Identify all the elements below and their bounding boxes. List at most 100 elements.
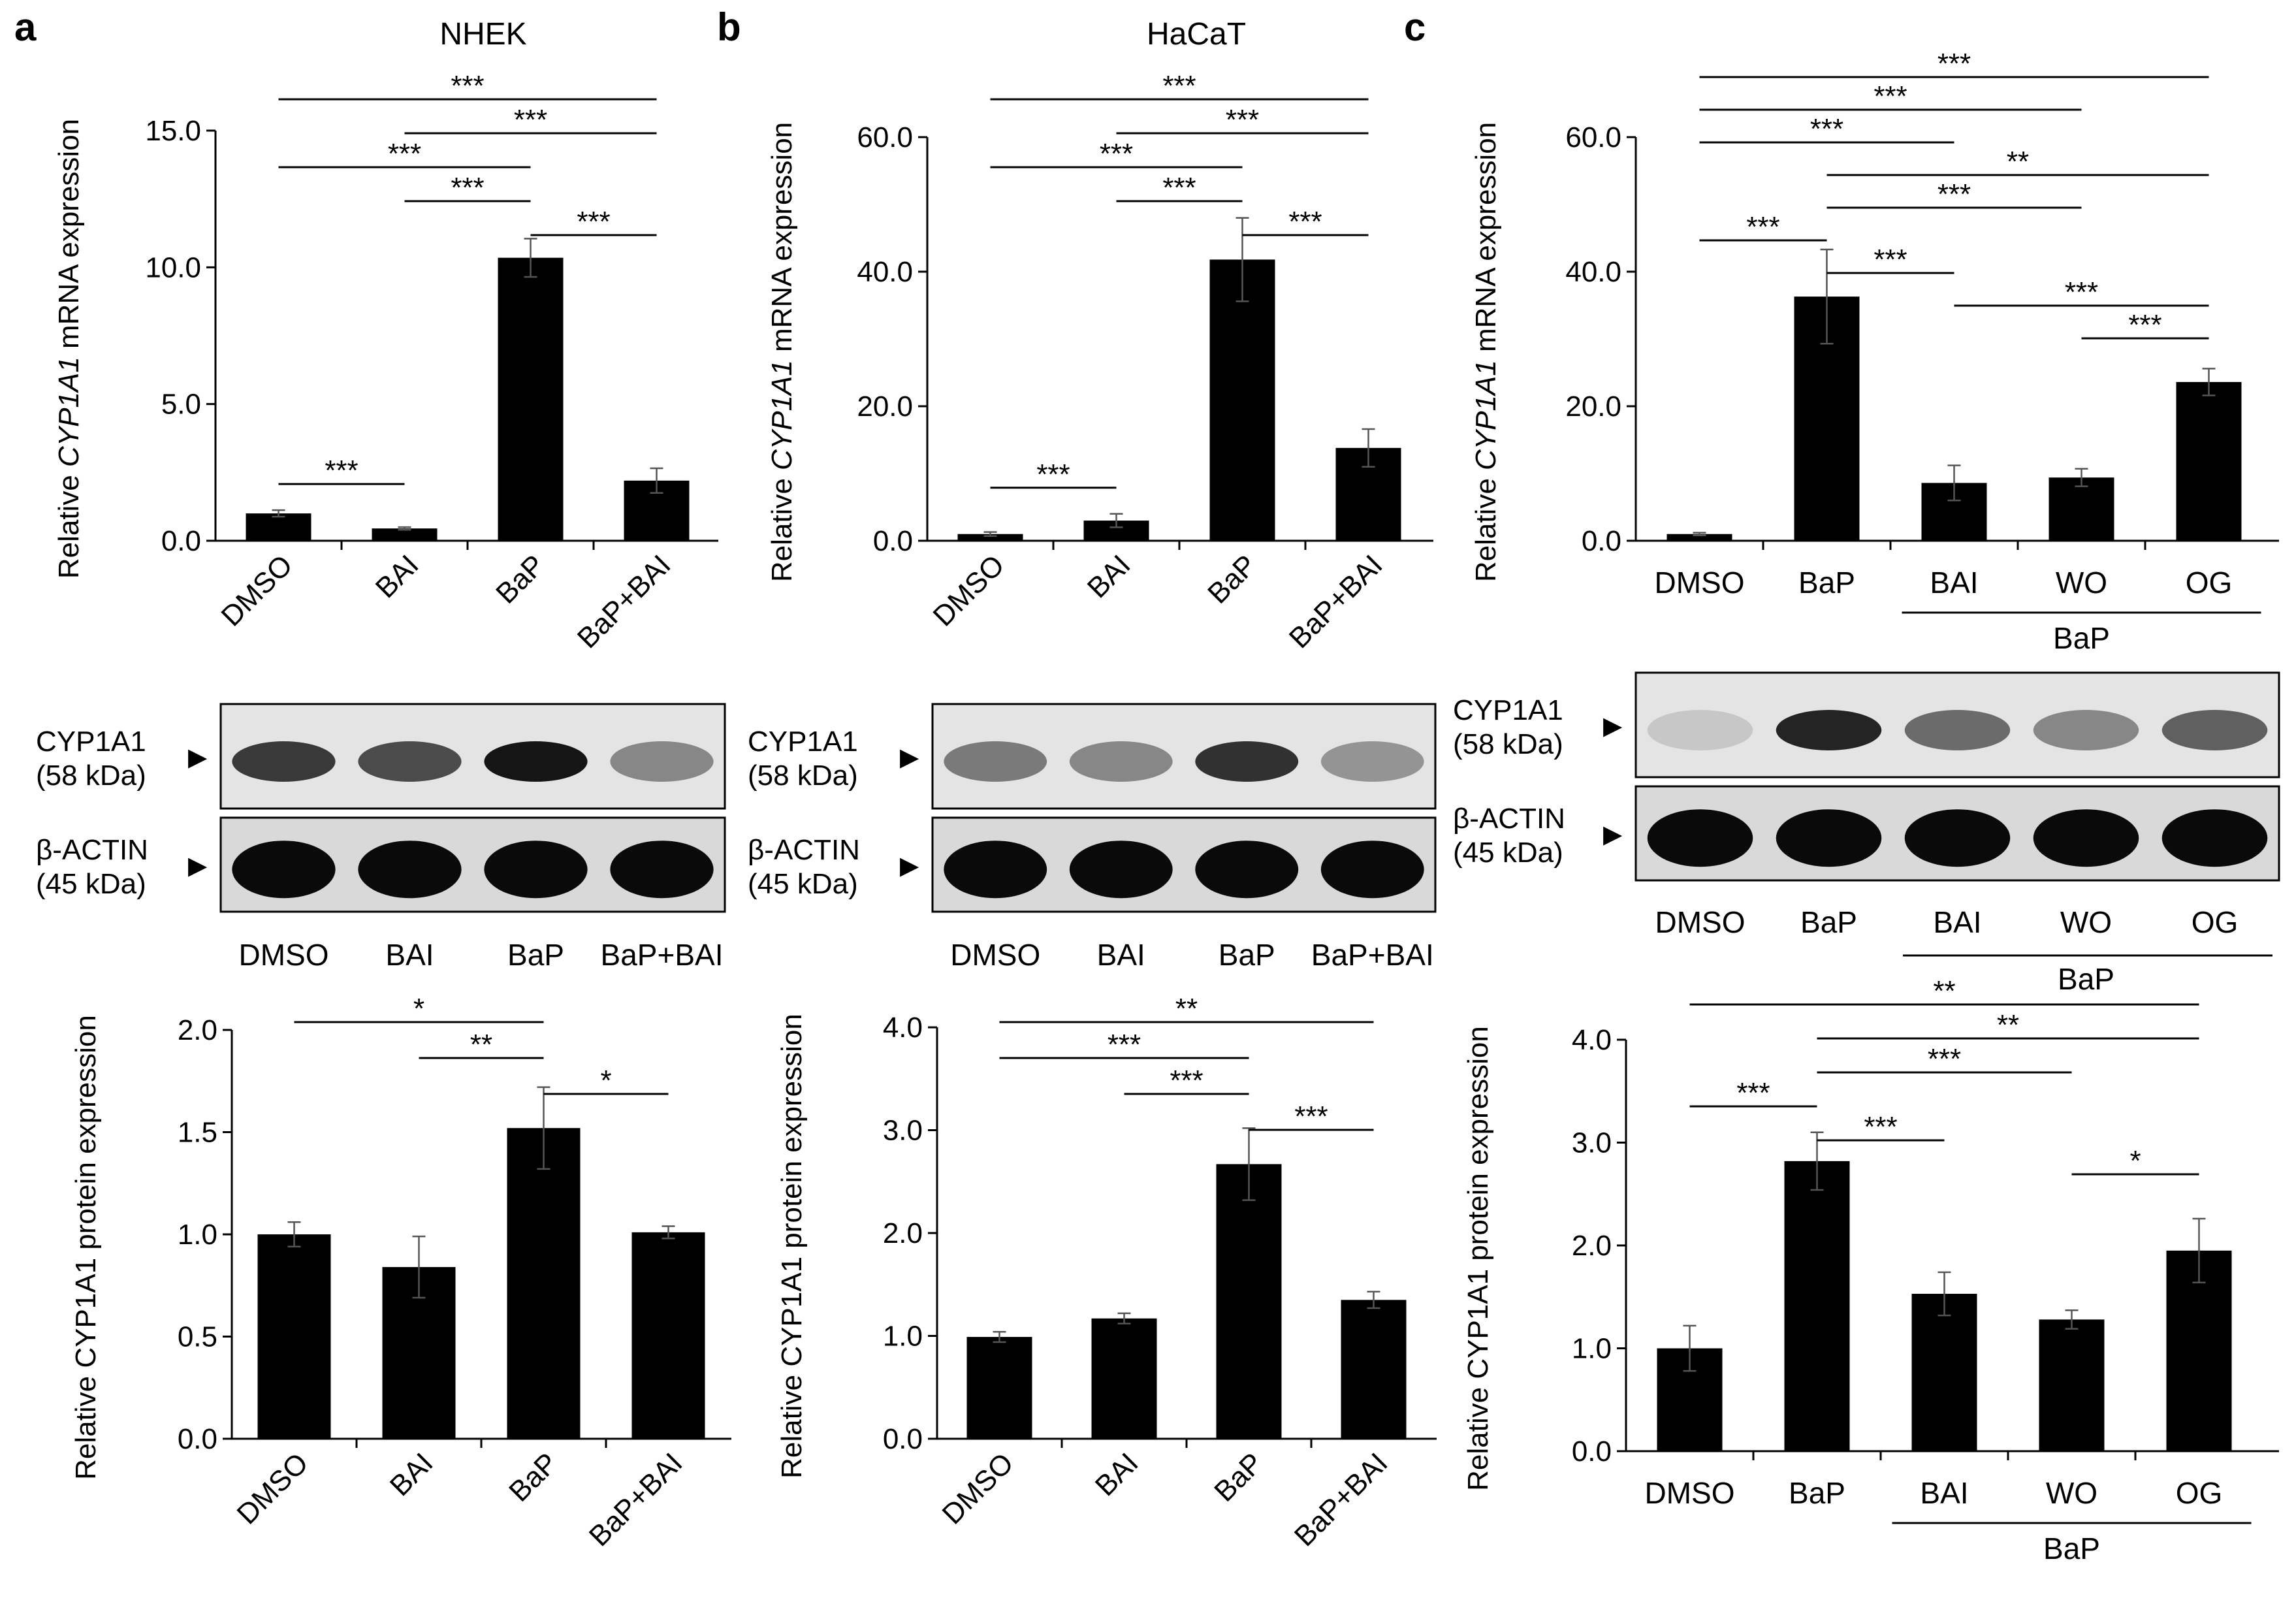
y-tick-label: 1.0 — [883, 1321, 923, 1353]
chart-a-protein: 0.0 0.5 1.0 1.5 2.0 DMSO BAI BaP BaP+BAI Relative… — [70, 993, 731, 1552]
blot-size-label-target: (58 kDa) — [36, 760, 146, 792]
bar — [2049, 477, 2114, 541]
y-tick-label: 3.0 — [1572, 1127, 1612, 1159]
significance-label: ** — [470, 1029, 492, 1061]
y-tick-label: 60.0 — [857, 121, 913, 153]
y-tick-label: 2.0 — [883, 1217, 923, 1249]
significance-label: * — [413, 993, 424, 1025]
x-tick-label: DMSO — [927, 549, 1011, 632]
x-tick-label: BaP+BAI — [583, 1447, 689, 1552]
significance-label: *** — [1937, 48, 1971, 80]
bar — [257, 1234, 331, 1439]
blot-band-target — [1320, 741, 1424, 782]
western-blot-c: CYP1A1(58 kDa) ▶ β-ACTIN(45 kDa) ▶ DMSO BaP BA… — [1453, 671, 2280, 996]
x-tick-label: DMSO — [936, 1447, 1020, 1530]
significance-label: * — [600, 1065, 611, 1097]
significance-label: *** — [1162, 172, 1196, 204]
blot-lane-label: DMSO — [1655, 905, 1746, 939]
y-axis-label: Relative CYP1A1 protein expression — [70, 1015, 102, 1480]
significance-label: *** — [1294, 1100, 1328, 1132]
panel-letter-b: b — [717, 5, 741, 49]
bar — [2039, 1319, 2105, 1451]
blot-band-control — [1320, 841, 1424, 899]
blot-band-target — [610, 741, 714, 782]
y-tick-label: 20.0 — [857, 391, 913, 423]
significance-label: *** — [1810, 113, 1843, 145]
blot-band-control — [610, 841, 714, 899]
treatment-bracket-label: BaP — [2058, 962, 2114, 996]
blot-label-control: β-ACTIN — [748, 834, 860, 866]
bar — [1666, 534, 1732, 541]
blot-lane-label: BaP+BAI — [1311, 938, 1434, 972]
blot-marker-icon: ▶ — [900, 852, 919, 880]
treatment-bracket-label: BaP — [2043, 1532, 2100, 1565]
blot-band-target — [1647, 710, 1753, 750]
bar — [507, 1128, 581, 1439]
x-tick-label: WO — [2046, 1476, 2097, 1510]
blot-size-label-target: (58 kDa) — [748, 760, 858, 792]
chart-b-protein: 0.0 1.0 2.0 3.0 4.0 DMSO BAI BaP BaP+BAI Relative… — [776, 993, 1437, 1552]
chart-c-protein: 0.0 1.0 2.0 3.0 4.0 DMSO BaP BAI WO OG BaP Relative… — [1462, 975, 2279, 1565]
significance-label: *** — [1288, 206, 1322, 238]
panel-letter-a: a — [14, 5, 37, 49]
significance-label: *** — [1873, 244, 1907, 276]
x-tick-label: BaP — [490, 549, 550, 609]
blot-band-target — [1069, 741, 1173, 782]
significance-label: *** — [1873, 80, 1907, 112]
significance-label: *** — [577, 206, 610, 238]
significance-label: * — [2129, 1145, 2141, 1177]
chart-b-mrna: 0.0 20.0 40.0 60.0 DMSO BAI BaP BaP+BAI Relative… — [766, 70, 1433, 654]
blot-band-target — [944, 741, 1047, 782]
blot-band-target — [2161, 710, 2268, 750]
significance-label: *** — [1162, 70, 1196, 102]
significance-label: *** — [1746, 211, 1779, 243]
significance-label: *** — [1864, 1111, 1897, 1143]
western-blot-a: CYP1A1(58 kDa) ▶ β-ACTIN(45 kDa) ▶ DMSO BAI Ba… — [36, 703, 726, 972]
x-tick-label: WO — [2056, 566, 2107, 600]
blot-band-control — [484, 841, 588, 899]
bar — [372, 528, 438, 541]
panel-title-a: NHEK — [439, 17, 526, 52]
x-tick-label: OG — [2186, 566, 2233, 600]
bar — [2176, 381, 2242, 541]
blot-band-target — [1195, 741, 1299, 782]
blot-marker-icon: ▶ — [188, 852, 208, 880]
x-tick-label: DMSO — [1645, 1476, 1735, 1510]
bar — [957, 534, 1023, 541]
bar — [498, 257, 564, 541]
blot-lane-label: WO — [2060, 905, 2112, 939]
x-tick-label: BaP+BAI — [1283, 549, 1389, 654]
bar — [1091, 1318, 1157, 1439]
blot-band-target — [484, 741, 588, 782]
blot-band-control — [1904, 809, 2011, 867]
y-tick-label: 10.0 — [145, 251, 201, 283]
blot-marker-icon: ▶ — [1603, 713, 1623, 740]
significance-label: *** — [514, 104, 547, 136]
significance-label: *** — [1100, 138, 1133, 170]
blot-label-target: CYP1A1 — [1453, 694, 1563, 726]
bar — [1341, 1300, 1407, 1439]
blot-size-label-control: (45 kDa) — [36, 868, 146, 900]
blot-lane-label: DMSO — [950, 938, 1040, 972]
significance-label: *** — [388, 138, 421, 170]
y-tick-label: 4.0 — [1572, 1024, 1612, 1056]
significance-label: *** — [1108, 1029, 1141, 1061]
bar — [1784, 1161, 1850, 1451]
y-tick-label: 1.0 — [178, 1219, 217, 1251]
blot-marker-icon: ▶ — [188, 744, 208, 771]
blot-lane-label: BAI — [385, 938, 434, 972]
significance-label: *** — [325, 455, 358, 487]
blot-band-target — [358, 741, 462, 782]
blot-size-label-control: (45 kDa) — [1453, 837, 1563, 869]
blot-band-target — [232, 741, 336, 782]
y-tick-label: 0.0 — [178, 1423, 217, 1455]
x-tick-label: BaP — [1202, 549, 1262, 609]
significance-label: *** — [1226, 104, 1259, 136]
x-tick-label: BAI — [1920, 1476, 1968, 1510]
y-tick-label: 1.0 — [1572, 1333, 1612, 1365]
blot-lane-label: BaP — [1219, 938, 1275, 972]
significance-label: ** — [1997, 1009, 2019, 1041]
x-tick-label: BAI — [1930, 566, 1978, 600]
y-tick-label: 4.0 — [883, 1012, 923, 1044]
blot-band-control — [1647, 809, 1753, 867]
